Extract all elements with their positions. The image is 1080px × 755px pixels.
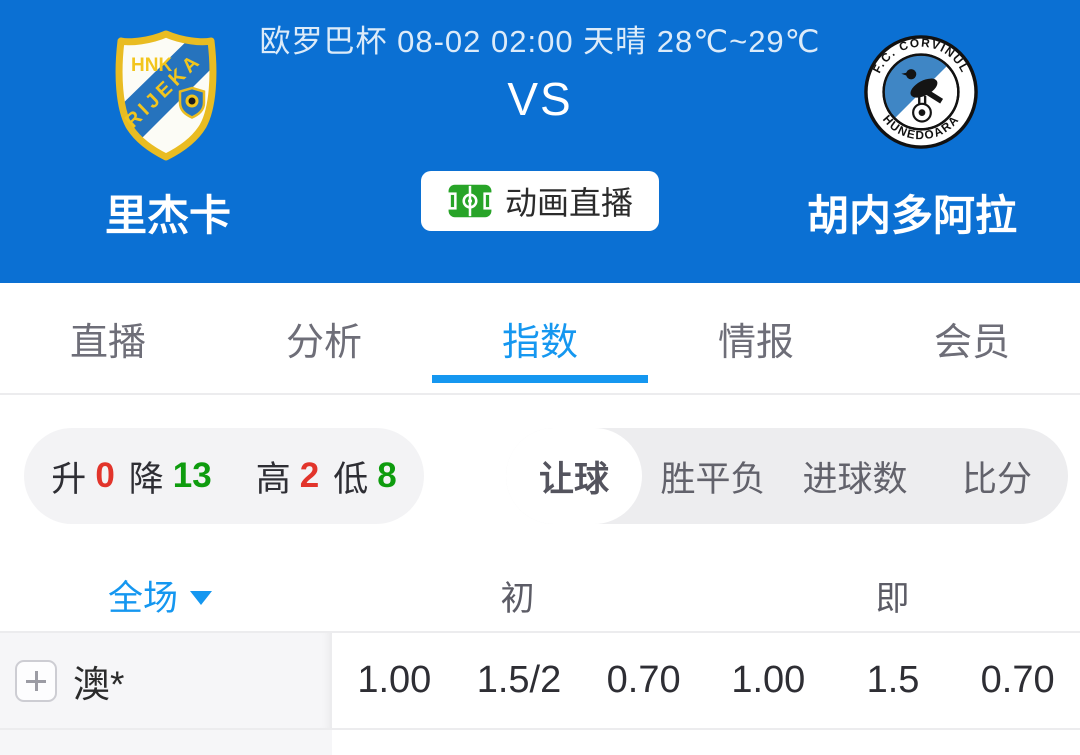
movement-item-high: 高 2 <box>256 451 319 502</box>
odds-cell-initial-home: 1.00 <box>357 659 432 701</box>
animation-live-button[interactable]: 动画直播 <box>420 171 660 231</box>
odds-movement-summary-pill: 升 0 降 13 高 2 低 8 <box>24 428 424 524</box>
odds-values: 1.00 1.5/2 0.70 1.00 1.5 0.70 <box>332 633 1080 728</box>
odds-cell-initial-away: 0.70 <box>606 659 681 701</box>
match-info-bar: 欧罗巴杯 08-02 02:00 天晴 28℃~29℃ <box>259 24 821 59</box>
movement-value: 13 <box>172 456 212 495</box>
movement-item-down: 降 13 <box>129 451 212 502</box>
caret-down-icon <box>190 590 213 605</box>
vs-label: VS <box>507 73 573 125</box>
odds-cell-live-away: 0.70 <box>980 659 1055 701</box>
odds-cell-initial-handicap: 1.5/2 <box>476 659 562 701</box>
movement-item-up: 升 0 <box>51 451 114 502</box>
tab-odds[interactable]: 指数 <box>432 283 648 393</box>
home-team-logo-rijeka-crest-icon: HNK RIJEKA <box>115 30 217 161</box>
bookmaker-cell <box>0 730 332 755</box>
odds-cell-live-handicap: 1.5 <box>866 659 920 701</box>
movement-item-low: 低 8 <box>333 451 396 502</box>
odds-column-headers: 初 即 <box>330 560 1080 631</box>
movement-value: 8 <box>377 456 397 495</box>
tab-membership[interactable]: 会员 <box>933 321 1010 364</box>
initial-column-label: 初 <box>500 580 535 618</box>
movement-label: 降 <box>128 459 164 499</box>
market-type-switcher: 让球 胜平负 进球数 比分 <box>506 428 1068 524</box>
football-pitch-icon <box>447 183 493 219</box>
expand-button[interactable] <box>15 659 57 702</box>
segment-option-score[interactable]: 比分 <box>961 459 1032 499</box>
table-row[interactable]: 澳* 1.00 1.5/2 0.70 1.00 1.5 0.70 <box>0 633 1080 730</box>
spacer <box>0 395 1080 428</box>
spacer <box>0 524 1080 560</box>
home-logo-top-text: HNK <box>131 55 172 76</box>
segment-option-goals[interactable]: 进球数 <box>802 459 908 499</box>
tab-bar: 直播 分析 指数 情报 会员 <box>0 283 1080 395</box>
movement-value: 2 <box>299 456 320 495</box>
bookmaker-name: 澳* <box>73 663 125 705</box>
home-team-name: 里杰卡 <box>104 192 231 239</box>
odds-cell-live-home: 1.00 <box>731 659 806 701</box>
segment-option-win-draw-lose[interactable]: 胜平负 <box>660 459 766 499</box>
animation-live-label: 动画直播 <box>504 185 634 221</box>
tab-analysis[interactable]: 分析 <box>285 321 362 364</box>
pills-row: 升 0 降 13 高 2 低 8 让球 胜平负 进球数 比分 <box>0 428 1080 524</box>
table-row-partial <box>0 730 1080 755</box>
match-header: 欧罗巴杯 08-02 02:00 天晴 28℃~29℃ HNK RIJEKA <box>0 0 1080 283</box>
movement-value: 0 <box>95 456 115 495</box>
movement-label: 升 <box>51 459 87 499</box>
away-team-name: 胡内多阿拉 <box>806 192 1017 239</box>
period-filter-dropdown[interactable]: 全场 <box>108 560 213 631</box>
away-team-logo-corvinul-crest-icon: F.C. CORVINUL HUNEDOARA <box>864 35 978 149</box>
live-column-label: 即 <box>875 580 910 618</box>
segment-option-handicap[interactable]: 让球 <box>506 428 642 524</box>
movement-label: 低 <box>333 459 369 499</box>
period-label: 全场 <box>108 579 179 618</box>
movement-label: 高 <box>255 459 291 499</box>
filter-row: 全场 初 即 <box>0 560 1080 633</box>
bookmaker-cell: 澳* <box>0 633 332 728</box>
tab-live[interactable]: 直播 <box>69 321 146 364</box>
tab-intel[interactable]: 情报 <box>717 321 794 364</box>
raven-icon <box>901 69 944 106</box>
